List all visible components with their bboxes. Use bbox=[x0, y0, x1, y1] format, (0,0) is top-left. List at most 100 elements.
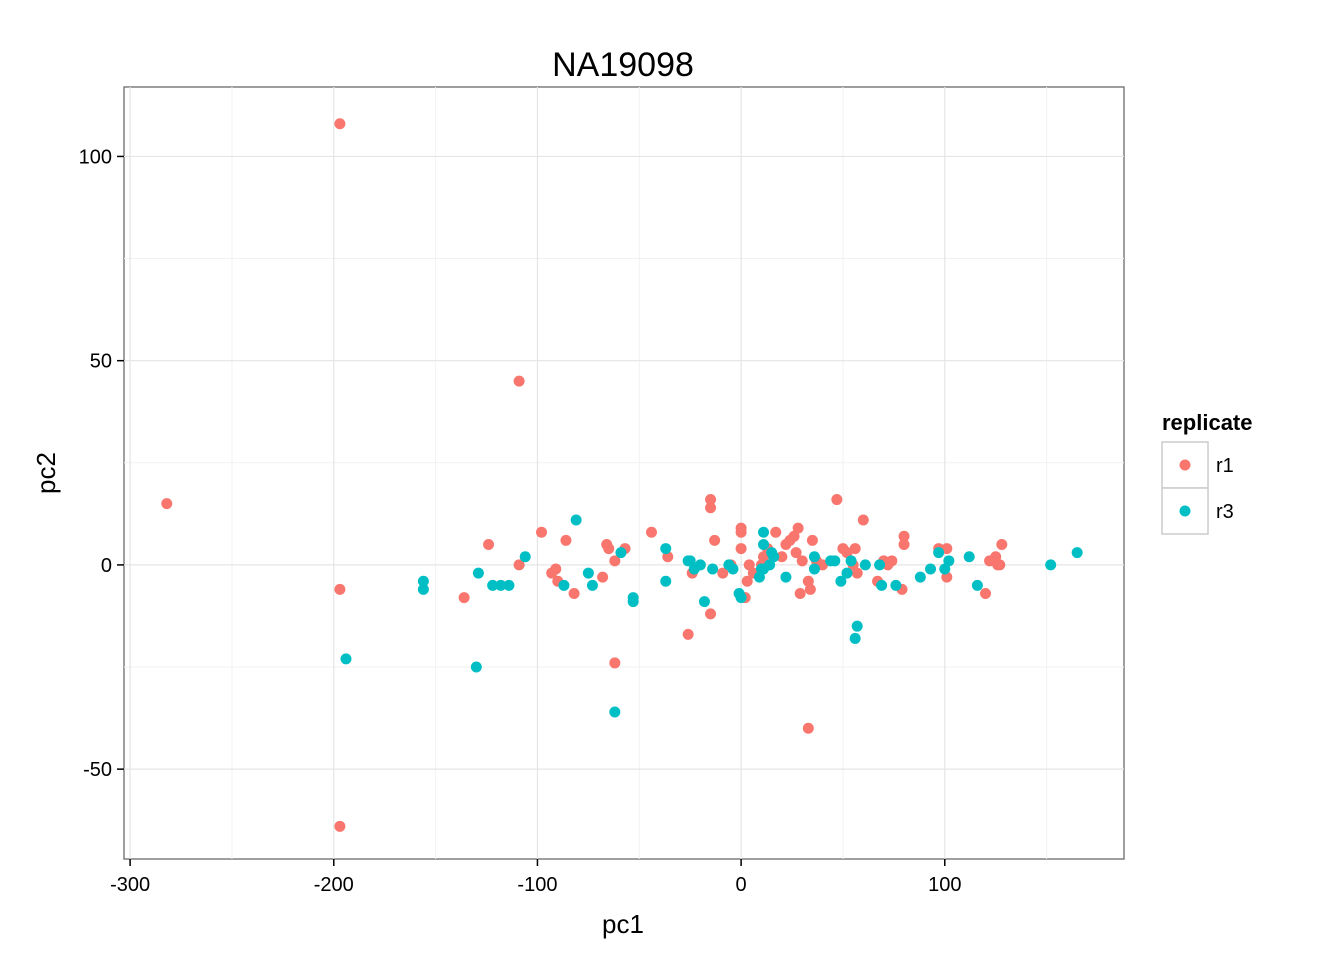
data-point-r1 bbox=[898, 530, 910, 542]
chart-title: NA19098 bbox=[552, 46, 694, 84]
data-point-r3 bbox=[849, 632, 861, 644]
data-point-r1 bbox=[886, 555, 898, 567]
data-point-r1 bbox=[483, 538, 495, 550]
data-point-r1 bbox=[735, 526, 747, 538]
data-point-r1 bbox=[796, 555, 808, 567]
data-point-r3 bbox=[694, 559, 706, 571]
data-point-r3 bbox=[943, 555, 955, 567]
data-point-r3 bbox=[609, 706, 621, 718]
legend: replicate r1 r3 bbox=[1161, 410, 1253, 535]
x-axis-title: pc1 bbox=[602, 909, 644, 939]
data-point-r3 bbox=[660, 543, 672, 555]
data-point-r3 bbox=[845, 555, 857, 567]
data-point-r1 bbox=[994, 559, 1006, 571]
data-point-r3 bbox=[570, 514, 582, 526]
x-tick-label: -200 bbox=[314, 874, 354, 896]
data-point-r3 bbox=[1071, 547, 1083, 559]
data-point-r3 bbox=[558, 579, 570, 591]
data-point-r3 bbox=[340, 653, 352, 665]
data-point-r1 bbox=[568, 587, 580, 599]
data-point-r1 bbox=[597, 571, 609, 583]
data-point-r1 bbox=[743, 559, 755, 571]
data-point-r3 bbox=[627, 592, 639, 604]
data-point-r3 bbox=[487, 579, 499, 591]
data-point-r3 bbox=[939, 563, 951, 575]
data-point-r1 bbox=[735, 543, 747, 555]
data-point-r1 bbox=[603, 543, 615, 555]
data-point-r3 bbox=[417, 583, 429, 595]
data-point-r3 bbox=[1045, 559, 1057, 571]
grid-lines bbox=[124, 87, 1124, 859]
data-point-r3 bbox=[851, 620, 863, 632]
data-point-r1 bbox=[802, 722, 814, 734]
data-point-r1 bbox=[898, 538, 910, 550]
data-point-r3 bbox=[660, 575, 672, 587]
data-point-r1 bbox=[334, 820, 346, 832]
data-point-r3 bbox=[829, 555, 841, 567]
data-point-r3 bbox=[808, 563, 820, 575]
data-point-r1 bbox=[717, 567, 729, 579]
data-point-r3 bbox=[780, 571, 792, 583]
series-r3 bbox=[340, 514, 1083, 718]
data-point-r1 bbox=[705, 494, 717, 506]
data-point-r1 bbox=[645, 526, 657, 538]
data-point-r1 bbox=[560, 534, 572, 546]
data-point-r3 bbox=[874, 559, 886, 571]
data-point-r1 bbox=[709, 534, 721, 546]
plot-panel bbox=[123, 86, 1125, 860]
data-point-r3 bbox=[764, 559, 776, 571]
series-r1 bbox=[161, 118, 1008, 832]
y-tick-label: -50 bbox=[83, 759, 112, 781]
data-point-r1 bbox=[705, 502, 717, 514]
data-point-r1 bbox=[790, 547, 802, 559]
data-point-r3 bbox=[841, 567, 853, 579]
data-point-r1 bbox=[996, 538, 1008, 550]
data-point-r3 bbox=[808, 551, 820, 563]
data-point-r1 bbox=[794, 587, 806, 599]
data-point-r3 bbox=[890, 579, 902, 591]
data-point-r3 bbox=[735, 592, 747, 604]
data-point-r3 bbox=[698, 596, 710, 608]
data-point-r3 bbox=[519, 551, 531, 563]
data-point-r3 bbox=[615, 547, 627, 559]
data-point-r3 bbox=[914, 571, 926, 583]
data-point-r1 bbox=[770, 526, 782, 538]
y-tick-label: 0 bbox=[101, 555, 112, 577]
x-tick-label: 100 bbox=[928, 874, 961, 896]
legend-label-r1: r1 bbox=[1216, 455, 1234, 477]
data-point-r1 bbox=[788, 530, 800, 542]
data-point-r1 bbox=[609, 657, 621, 669]
data-point-r1 bbox=[682, 628, 694, 640]
data-point-r3 bbox=[859, 559, 871, 571]
data-point-r1 bbox=[550, 563, 562, 575]
data-point-r3 bbox=[707, 563, 719, 575]
data-point-r1 bbox=[741, 575, 753, 587]
data-point-r1 bbox=[817, 559, 829, 571]
data-point-r1 bbox=[980, 587, 992, 599]
data-point-r3 bbox=[417, 575, 429, 587]
data-point-r1 bbox=[776, 551, 788, 563]
data-point-r3 bbox=[876, 579, 888, 591]
data-point-r3 bbox=[727, 563, 739, 575]
axes: -300 -200 -100 0 100 -50 0 50 100 bbox=[79, 146, 962, 896]
data-point-r3 bbox=[582, 567, 594, 579]
legend-swatch-r3 bbox=[1179, 505, 1191, 517]
y-tick-label: 100 bbox=[79, 146, 112, 168]
x-tick-label: 0 bbox=[736, 874, 747, 896]
legend-key-r3 bbox=[1161, 487, 1209, 535]
data-point-r1 bbox=[513, 559, 525, 571]
data-point-r1 bbox=[806, 534, 818, 546]
data-point-r3 bbox=[758, 526, 770, 538]
data-point-r3 bbox=[835, 575, 847, 587]
data-point-r3 bbox=[963, 551, 975, 563]
data-point-r1 bbox=[334, 118, 346, 130]
data-point-r3 bbox=[586, 579, 598, 591]
data-point-r1 bbox=[758, 551, 770, 563]
data-point-r3 bbox=[503, 579, 515, 591]
data-point-r3 bbox=[495, 579, 507, 591]
data-point-r1 bbox=[458, 592, 470, 604]
y-axis-title: pc2 bbox=[31, 452, 61, 494]
data-point-r1 bbox=[334, 583, 346, 595]
data-point-r1 bbox=[841, 547, 853, 559]
